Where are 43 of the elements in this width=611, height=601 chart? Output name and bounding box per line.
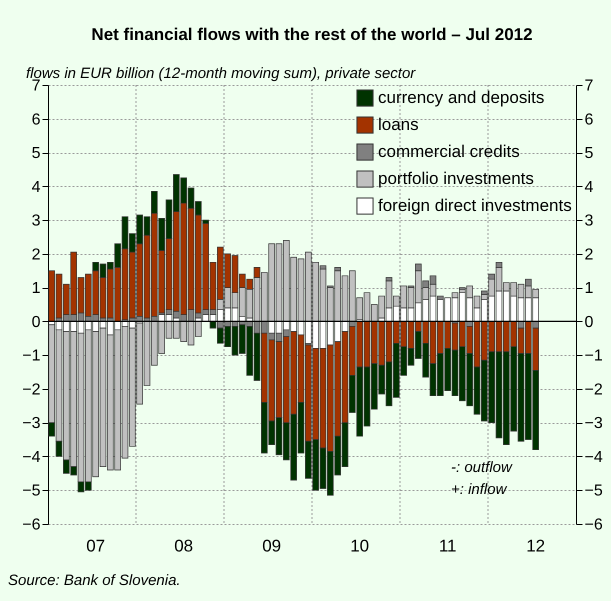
y-tick-label: −1 [22, 348, 41, 365]
legend-label: loans [378, 115, 419, 134]
source-note: Source: Bank of Slovenia. [8, 572, 181, 589]
legend-label: foreign direct investments [378, 196, 572, 215]
y2-tick-label: 7 [584, 78, 594, 94]
y2-tick-label: −3 [584, 415, 603, 432]
annotation: -: outflow [451, 459, 514, 476]
y-tick-label: −3 [22, 415, 41, 432]
y2-tick-label: 4 [584, 178, 594, 196]
x-tick-label: 07 [86, 536, 106, 556]
x-tick-label: 10 [350, 536, 370, 556]
y2-tick-label: 5 [584, 145, 594, 162]
y-tick-label: 2 [32, 246, 41, 264]
x-tick-label: 09 [262, 536, 282, 556]
y2-tick-label: −4 [584, 448, 603, 466]
y2-tick-label: −1 [584, 348, 603, 365]
y2-tick-label: 1 [584, 280, 594, 298]
y-tick-label: 4 [32, 178, 41, 196]
y2-tick-label: −6 [584, 516, 603, 534]
y-tick-label: 5 [32, 145, 41, 162]
y2-tick-label: 6 [584, 111, 594, 128]
legend-label: portfolio investments [378, 169, 534, 188]
y-tick-label: −4 [22, 448, 41, 466]
y-tick-label: 1 [32, 280, 41, 298]
y-tick-label: 3 [32, 212, 41, 230]
y-tick-label: 7 [32, 78, 41, 94]
y2-tick-label: −5 [584, 482, 603, 500]
y2-tick-label: 2 [584, 246, 594, 264]
annotation: +: inflow [451, 481, 508, 498]
y2-tick-label: 0 [584, 314, 594, 331]
x-tick-label: 11 [438, 536, 456, 556]
y-tick-label: −5 [22, 482, 41, 500]
x-tick-label: 08 [174, 536, 194, 556]
chart-title: Net financial flows with the rest of the world – Jul 2012 [91, 25, 533, 44]
y-tick-label: −2 [22, 381, 41, 398]
legend-label: commercial credits [378, 142, 520, 161]
y-tick-label: −6 [22, 516, 41, 534]
y-tick-label: 6 [32, 111, 41, 128]
legend-label: currency and deposits [378, 88, 544, 107]
y2-tick-label: −2 [584, 381, 603, 398]
x-tick-label: 12 [526, 536, 546, 556]
y2-tick-label: 3 [584, 212, 594, 230]
y-tick-label: 0 [32, 314, 41, 331]
